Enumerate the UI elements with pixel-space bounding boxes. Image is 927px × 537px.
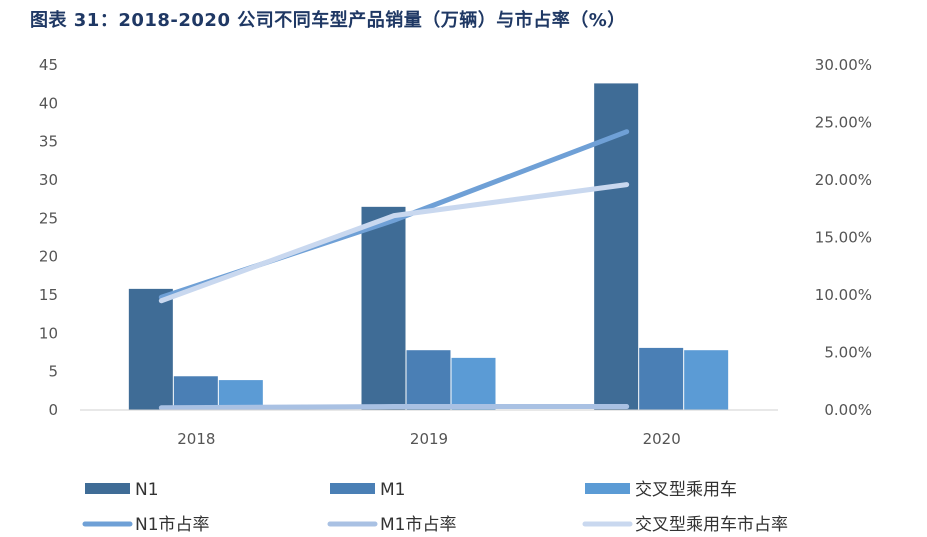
legend-label: M1市占率	[380, 515, 456, 535]
x-tick-label: 2018	[177, 430, 215, 448]
legend: N1 M1 交叉型乘用车 N1市占率 M1市占率 交叉型乘用车市占率	[82, 480, 788, 535]
bar	[684, 350, 729, 410]
legend-label: 交叉型乘用车市占率	[635, 515, 788, 535]
lines-layer	[158, 129, 630, 411]
legend-label: N1市占率	[135, 515, 210, 535]
bar	[639, 347, 684, 410]
legend-swatch	[330, 483, 375, 494]
series-line	[158, 182, 630, 304]
bar	[451, 357, 496, 410]
y-right-tick-label: 0.00%	[824, 401, 872, 419]
y-left-tick-label: 25	[39, 209, 58, 227]
y-right-tick-label: 20.00%	[815, 171, 872, 189]
bar	[173, 376, 218, 410]
y-left-tick-label: 30	[39, 171, 58, 189]
series-line	[158, 404, 630, 411]
y-left-tick-label: 10	[39, 324, 58, 342]
bar	[594, 83, 639, 411]
y-right-tick-label: 25.00%	[815, 114, 872, 132]
chart-title: 图表 31：2018-2020 公司不同车型产品销量（万辆）与市占率（%）	[30, 10, 626, 31]
x-axis: 2018 2019 2020	[177, 430, 681, 448]
y-right-tick-label: 10.00%	[815, 286, 872, 304]
legend-label: 交叉型乘用车	[635, 480, 737, 500]
x-tick-label: 2019	[410, 430, 448, 448]
legend-label: M1	[380, 480, 405, 500]
y-axis-right: 0.00% 5.00% 10.00% 15.00% 20.00% 25.00% 30.00%	[815, 56, 872, 419]
y-right-tick-label: 15.00%	[815, 229, 872, 247]
bar	[361, 206, 406, 410]
bar	[406, 350, 451, 410]
bar	[128, 288, 173, 410]
y-right-tick-label: 5.00%	[824, 344, 872, 362]
y-axis-left: 0 5 10 15 20 25 30 35 40 45	[39, 56, 58, 419]
y-left-tick-label: 35	[39, 133, 58, 151]
bars-layer	[128, 83, 729, 411]
y-left-tick-label: 45	[39, 56, 58, 74]
legend-swatch	[85, 483, 130, 494]
legend-swatch	[585, 483, 630, 494]
y-left-tick-label: 40	[39, 94, 58, 112]
y-left-tick-label: 0	[48, 401, 58, 419]
y-left-tick-label: 5	[48, 363, 58, 381]
y-left-tick-label: 15	[39, 286, 58, 304]
x-tick-label: 2020	[643, 430, 681, 448]
legend-label: N1	[135, 480, 159, 500]
y-right-tick-label: 30.00%	[815, 56, 872, 74]
y-left-tick-label: 20	[39, 248, 58, 266]
